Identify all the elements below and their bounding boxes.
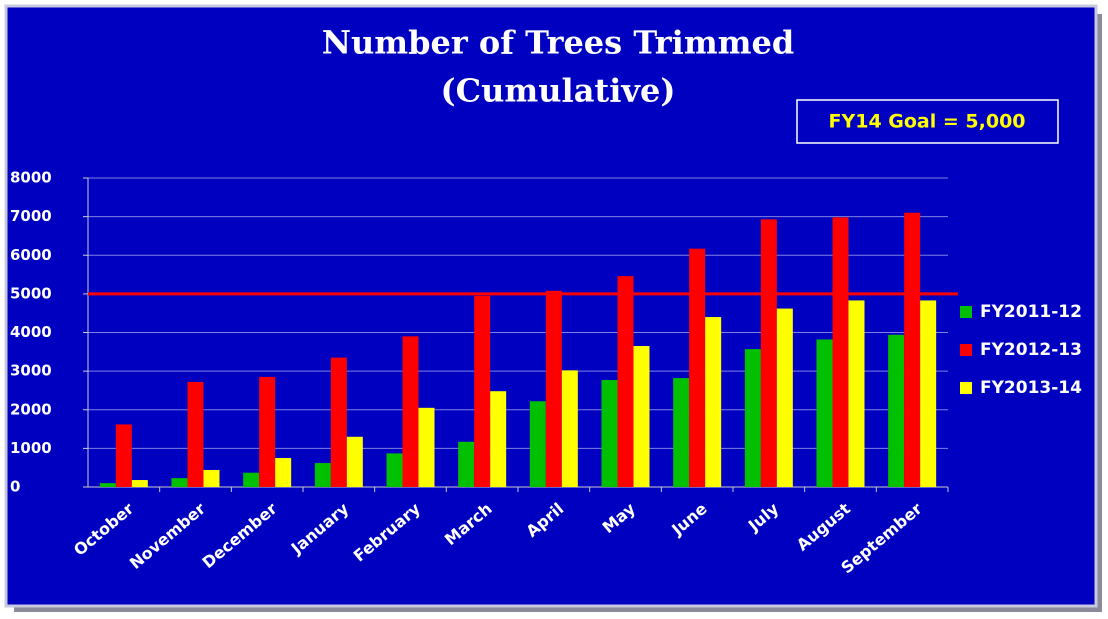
legend-swatch [960, 344, 972, 356]
bar [561, 370, 578, 487]
bar [490, 391, 507, 487]
bar [617, 276, 634, 487]
y-tick-label: 1000 [10, 439, 52, 457]
bar [920, 300, 937, 487]
bar [131, 480, 148, 487]
y-tick-label: 3000 [10, 362, 52, 380]
legend-swatch [960, 306, 972, 318]
y-tick-label: 4000 [10, 323, 52, 341]
bar [275, 458, 292, 487]
chart-subtitle: (Cumulative) [441, 72, 676, 110]
bar [545, 290, 562, 487]
bar [601, 380, 618, 487]
legend-label: FY2011-12 [980, 302, 1082, 322]
bar [474, 295, 491, 487]
bar [346, 436, 363, 487]
y-tick-label: 6000 [10, 246, 52, 264]
bar [888, 334, 905, 487]
bar [760, 219, 777, 488]
bar [171, 478, 188, 487]
y-tick-label: 5000 [10, 284, 52, 302]
bar [816, 339, 833, 487]
chart-title: Number of Trees Trimmed [322, 24, 795, 62]
bar [633, 346, 650, 487]
bar [203, 470, 220, 487]
legend-swatch [960, 382, 972, 394]
bar [418, 407, 435, 487]
goal-label: FY14 Goal = 5,000 [828, 111, 1025, 133]
bar [259, 376, 276, 487]
bar [458, 441, 475, 487]
goal-box [796, 99, 1059, 144]
bar [187, 381, 204, 487]
bar [243, 472, 260, 487]
y-tick-label: 2000 [10, 400, 52, 418]
bar [848, 300, 865, 487]
bar [673, 378, 690, 487]
bar [689, 248, 706, 487]
bar [330, 357, 347, 487]
bar [904, 212, 921, 487]
bar [776, 308, 793, 487]
bar [99, 483, 116, 487]
bar [529, 401, 546, 487]
bar [832, 217, 849, 487]
bar [386, 453, 403, 487]
bar [402, 336, 419, 487]
legend-label: FY2012-13 [980, 340, 1082, 360]
y-tick-label: 7000 [10, 207, 52, 225]
bar [115, 424, 132, 487]
bar [705, 317, 722, 487]
y-tick-label: 8000 [10, 169, 52, 187]
legend-label: FY2013-14 [980, 378, 1082, 398]
y-tick-label: 0 [10, 478, 20, 496]
bar [744, 349, 761, 487]
bar [314, 463, 331, 487]
